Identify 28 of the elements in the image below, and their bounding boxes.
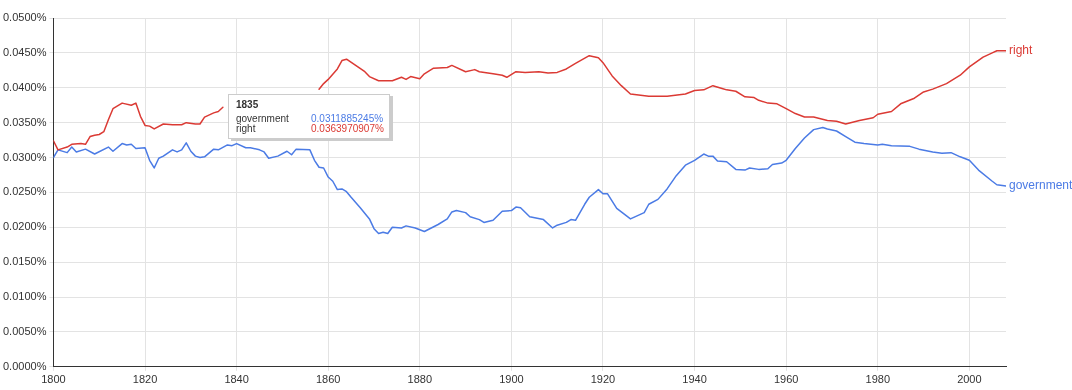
y-tick-label: 0.0050% — [2, 324, 47, 337]
y-tick-label: 0.0000% — [2, 359, 47, 372]
annotation: 0.0363970907% — [311, 123, 384, 134]
series-label: right — [1009, 43, 1034, 58]
y-tick-label: 0.0150% — [2, 255, 47, 268]
tooltip-box: 1835 government 0.0311885245% right 0.0363970907% — [228, 94, 390, 139]
x-tick-label: 1920 — [590, 373, 616, 386]
x-tick-label: 1980 — [865, 373, 891, 386]
y-tick-label: 0.0300% — [2, 150, 47, 163]
y-tick-label: 0.0450% — [2, 45, 47, 58]
x-tick-label: 1880 — [407, 373, 433, 386]
x-tick-label: 1860 — [315, 373, 341, 386]
y-tick-label: 0.0200% — [2, 220, 47, 233]
y-tick-label: 0.0100% — [2, 290, 47, 303]
x-tick-label: 1900 — [499, 373, 524, 386]
y-tick-label: 0.0400% — [2, 80, 47, 93]
x-tick-label: 1960 — [773, 373, 799, 386]
y-tick-label: 0.0500% — [2, 11, 47, 24]
x-tick-label: 2000 — [957, 373, 982, 386]
x-tick-label: 1800 — [41, 373, 66, 386]
x-tick-label: 1840 — [224, 373, 249, 386]
annotation: 1835 — [235, 99, 260, 112]
annotation: 0.0311885245% — [311, 113, 384, 124]
y-tick-label: 0.0350% — [2, 115, 47, 128]
series-label: government — [1009, 178, 1072, 193]
x-tick-label: 1940 — [682, 373, 707, 386]
y-tick-label: 0.0250% — [2, 185, 47, 198]
x-tick-label: 1820 — [132, 373, 158, 386]
